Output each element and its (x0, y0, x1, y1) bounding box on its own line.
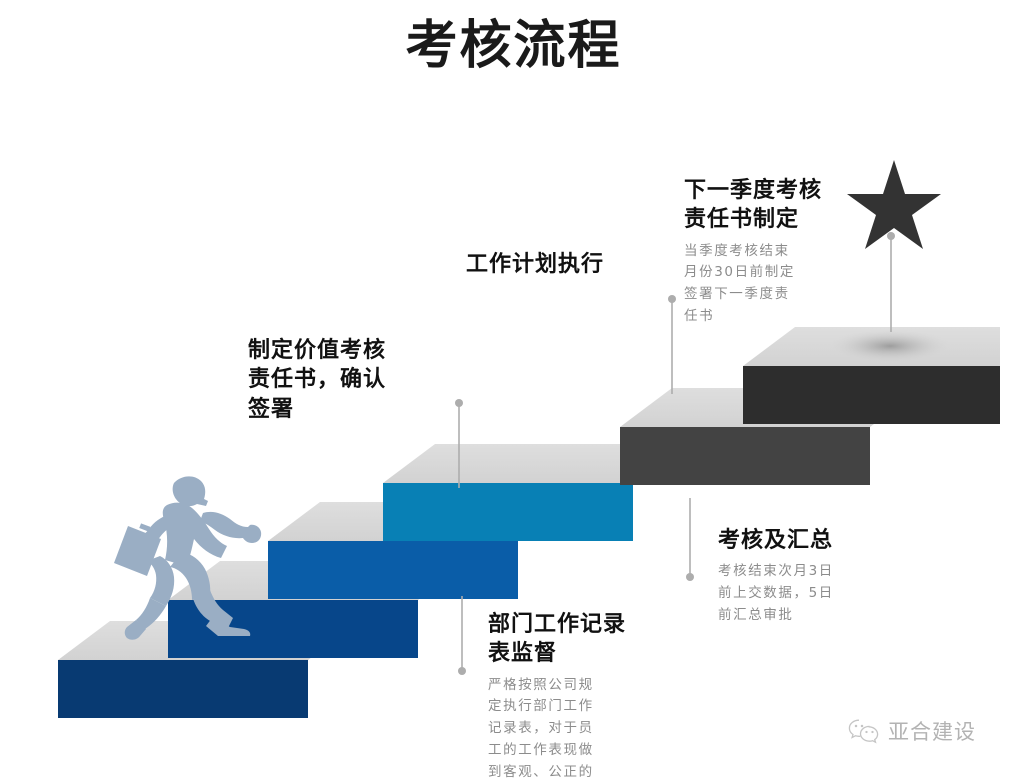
step-block-6 (743, 327, 1000, 424)
wechat-icon (848, 719, 879, 744)
connector-lines (455, 232, 895, 675)
step-label-3: 制定价值考核 责任书，确认 签署 (248, 336, 448, 424)
star-icon (847, 160, 941, 249)
step-5-heading: 下一季度考核 责任书制定 (684, 178, 823, 233)
step-1-heading: 部门工作记录 表监督 (488, 612, 627, 667)
step-label-2: 考核及汇总 考核结束次月3日 前上交数据，5日 前汇总审批 (718, 526, 898, 627)
page-title: 考核流程 (405, 16, 622, 76)
watermark-text: 亚合建设 (888, 720, 976, 744)
step-4-heading: 工作计划执行 (466, 252, 605, 277)
step-label-5: 下一季度考核 责任书制定 当季度考核结束 月份30日前制定 签署下一季度责 任书 (684, 176, 859, 328)
step-5-description: 当季度考核结束 月份30日前制定 签署下一季度责 任书 (684, 242, 795, 325)
step-2-description: 考核结束次月3日 前上交数据，5日 前汇总审批 (718, 563, 834, 623)
step-1-description: 严格按照公司规 定执行部门工作 记录表，对于员 工的工作表现做 到客观、公正的 … (488, 676, 594, 780)
step-label-4: 工作计划执行 (466, 250, 696, 279)
step-3-heading: 制定价值考核 责任书，确认 签署 (248, 338, 387, 422)
step-2-heading: 考核及汇总 (718, 528, 834, 553)
watermark: 亚合建设 (848, 716, 976, 746)
step-label-1: 部门工作记录 表监督 严格按照公司规 定执行部门工作 记录表，对于员 工的工作表… (488, 610, 663, 783)
businessman-climbing-icon (114, 476, 262, 640)
